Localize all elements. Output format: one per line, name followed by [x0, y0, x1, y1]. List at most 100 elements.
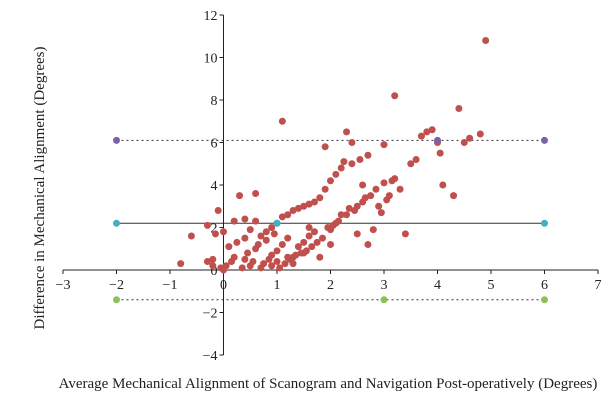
data-point [348, 139, 356, 146]
data-point [332, 219, 340, 227]
reference-marker [113, 296, 120, 304]
data-point [359, 181, 367, 189]
data-point [289, 253, 297, 261]
data-point [252, 190, 260, 197]
x-tick-label: 0 [220, 278, 227, 293]
data-point [276, 264, 284, 272]
data-point [284, 211, 292, 219]
data-point [249, 258, 257, 265]
data-point [396, 185, 404, 193]
data-point [252, 217, 260, 225]
data-point [369, 226, 377, 234]
data-point [270, 230, 278, 238]
data-point [241, 255, 249, 263]
data-point [305, 232, 313, 240]
data-point [361, 194, 369, 202]
data-point [284, 234, 292, 242]
data-point [476, 130, 484, 138]
data-point [316, 194, 324, 202]
data-point [281, 260, 289, 268]
data-point [401, 230, 409, 238]
data-point [313, 238, 321, 246]
reference-marker [113, 136, 120, 144]
data-point [466, 134, 474, 142]
data-point [372, 185, 380, 193]
x-tick-label: −3 [56, 278, 71, 293]
data-point [337, 164, 345, 172]
data-point [246, 226, 254, 234]
data-point [391, 175, 399, 183]
data-point [284, 253, 292, 261]
data-point [412, 156, 420, 163]
data-point [353, 230, 361, 238]
data-point [460, 139, 468, 146]
data-points [177, 37, 490, 274]
data-point [385, 192, 393, 200]
y-tick-label: 4 [211, 179, 218, 194]
data-point [233, 238, 241, 246]
data-point [316, 253, 324, 261]
data-point [327, 177, 334, 185]
y-tick-label: 6 [211, 137, 218, 152]
data-point [327, 241, 334, 248]
data-point [209, 262, 217, 270]
data-point [308, 243, 316, 251]
data-point [310, 198, 318, 206]
x-tick-label: 7 [595, 278, 602, 293]
reference-markers [113, 136, 548, 304]
y-tick-label: 0 [211, 264, 218, 279]
data-point [238, 264, 246, 272]
x-tick-label: −1 [163, 278, 178, 293]
data-point [289, 207, 297, 214]
data-point [244, 249, 252, 257]
data-point [305, 200, 313, 208]
data-point [257, 232, 265, 240]
data-point [380, 141, 388, 149]
x-tick-label: 6 [541, 278, 548, 293]
data-point [428, 126, 436, 134]
reference-marker [434, 136, 441, 144]
data-point [241, 215, 249, 223]
reference-marker [273, 219, 281, 227]
data-point [348, 160, 356, 168]
data-point [300, 249, 308, 257]
data-point [356, 156, 364, 163]
data-point [423, 128, 431, 136]
data-point [220, 228, 227, 236]
data-point [305, 224, 313, 231]
data-point [300, 238, 308, 246]
data-point [332, 170, 340, 178]
data-point [209, 255, 217, 263]
x-tick-label: 1 [274, 278, 281, 293]
data-point [343, 211, 351, 219]
data-point [278, 213, 286, 221]
y-tick-label: 2 [211, 222, 218, 237]
data-point [236, 192, 244, 200]
data-point [254, 241, 262, 248]
data-point [230, 253, 238, 261]
data-point [436, 149, 444, 157]
data-point [364, 151, 372, 159]
data-point [260, 260, 268, 268]
data-point [417, 132, 425, 140]
x-tick-label: 5 [488, 278, 495, 293]
data-point [294, 204, 302, 212]
x-tick-label: 2 [327, 278, 334, 293]
data-point [262, 228, 270, 236]
axes [63, 15, 598, 355]
data-point [455, 105, 463, 112]
x-axis-title: Average Mechanical Alignment of Scanogra… [59, 376, 598, 392]
data-point [187, 232, 195, 240]
data-point [321, 185, 329, 193]
data-point [289, 260, 297, 268]
data-point [337, 211, 345, 219]
data-point [203, 258, 211, 265]
x-tick-label: 4 [434, 278, 441, 293]
y-tick-label: −4 [203, 349, 218, 364]
data-point [273, 258, 281, 265]
reference-marker [113, 219, 120, 227]
data-point [262, 236, 270, 244]
data-point [380, 179, 388, 187]
